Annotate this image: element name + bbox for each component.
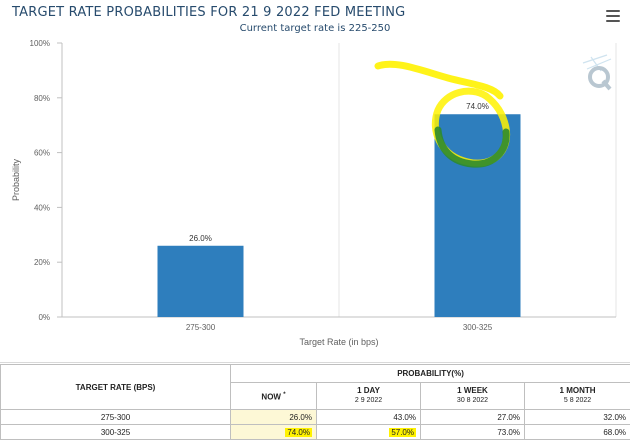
header-1day: 1 DAY 2 9 2022 — [316, 382, 421, 410]
y-axis-title: Probability — [11, 158, 21, 201]
y-tick-label: 60% — [34, 149, 50, 158]
y-tick-label: 40% — [34, 203, 50, 212]
header-1week: 1 WEEK 30 8 2022 — [420, 382, 525, 410]
chart-subtitle: Current target rate is 225-250 — [239, 23, 391, 34]
bar — [157, 245, 244, 317]
chart-title: TARGET RATE PROBABILITIES FOR 21 9 2022 … — [12, 5, 406, 20]
probability-table: TARGET RATE (BPS) PROBABILITY(%) NOW * 1… — [0, 364, 630, 440]
x-tick-label: 275-300 — [186, 323, 216, 332]
highlighter-stroke — [374, 60, 504, 100]
chart-container: 0% 20% 40% 60% 80% 100% 26.0% 275-300 74.0% 300-3… — [0, 5, 630, 363]
rate-cell: 300-325 — [0, 424, 231, 440]
x-axis-title: Target Rate (in bps) — [299, 337, 378, 347]
table-row: 300-325 74.0% 57.0% 73.0% 68.0% — [0, 424, 630, 440]
y-tick-label: 0% — [38, 313, 50, 322]
q-logo-icon — [582, 54, 612, 91]
bar-chart: 0% 20% 40% 60% 80% 100% 26.0% 275-300 74.0% 300-3… — [11, 39, 617, 347]
table-row: 275-300 26.0% 43.0% 27.0% 32.0% — [0, 409, 630, 425]
data-label: 74.0% — [466, 102, 489, 111]
header-probability: PROBABILITY(%) — [229, 364, 630, 383]
hamburger-menu-icon[interactable] — [606, 10, 620, 22]
week1-cell: 73.0% — [420, 424, 525, 440]
now-cell-highlighted: 74.0% — [230, 424, 317, 440]
header-1month: 1 MONTH 5 8 2022 — [523, 382, 630, 410]
data-label: 26.0% — [189, 234, 212, 243]
month1-cell: 68.0% — [523, 424, 630, 440]
y-tick-label: 80% — [34, 94, 50, 103]
highlighter-circle-overlap — [434, 126, 510, 168]
week1-cell: 27.0% — [420, 409, 525, 425]
rate-cell: 275-300 — [0, 409, 231, 425]
header-now: NOW * — [230, 382, 317, 410]
day1-cell: 43.0% — [316, 409, 421, 425]
x-tick-label: 300-325 — [463, 323, 493, 332]
now-cell: 26.0% — [230, 409, 317, 425]
day1-cell-highlighted: 57.0% — [316, 424, 421, 440]
y-tick-label: 20% — [34, 258, 50, 267]
y-tick-label: 100% — [30, 39, 50, 48]
month1-cell: 32.0% — [523, 409, 630, 425]
header-target-rate: TARGET RATE (BPS) — [0, 364, 231, 410]
